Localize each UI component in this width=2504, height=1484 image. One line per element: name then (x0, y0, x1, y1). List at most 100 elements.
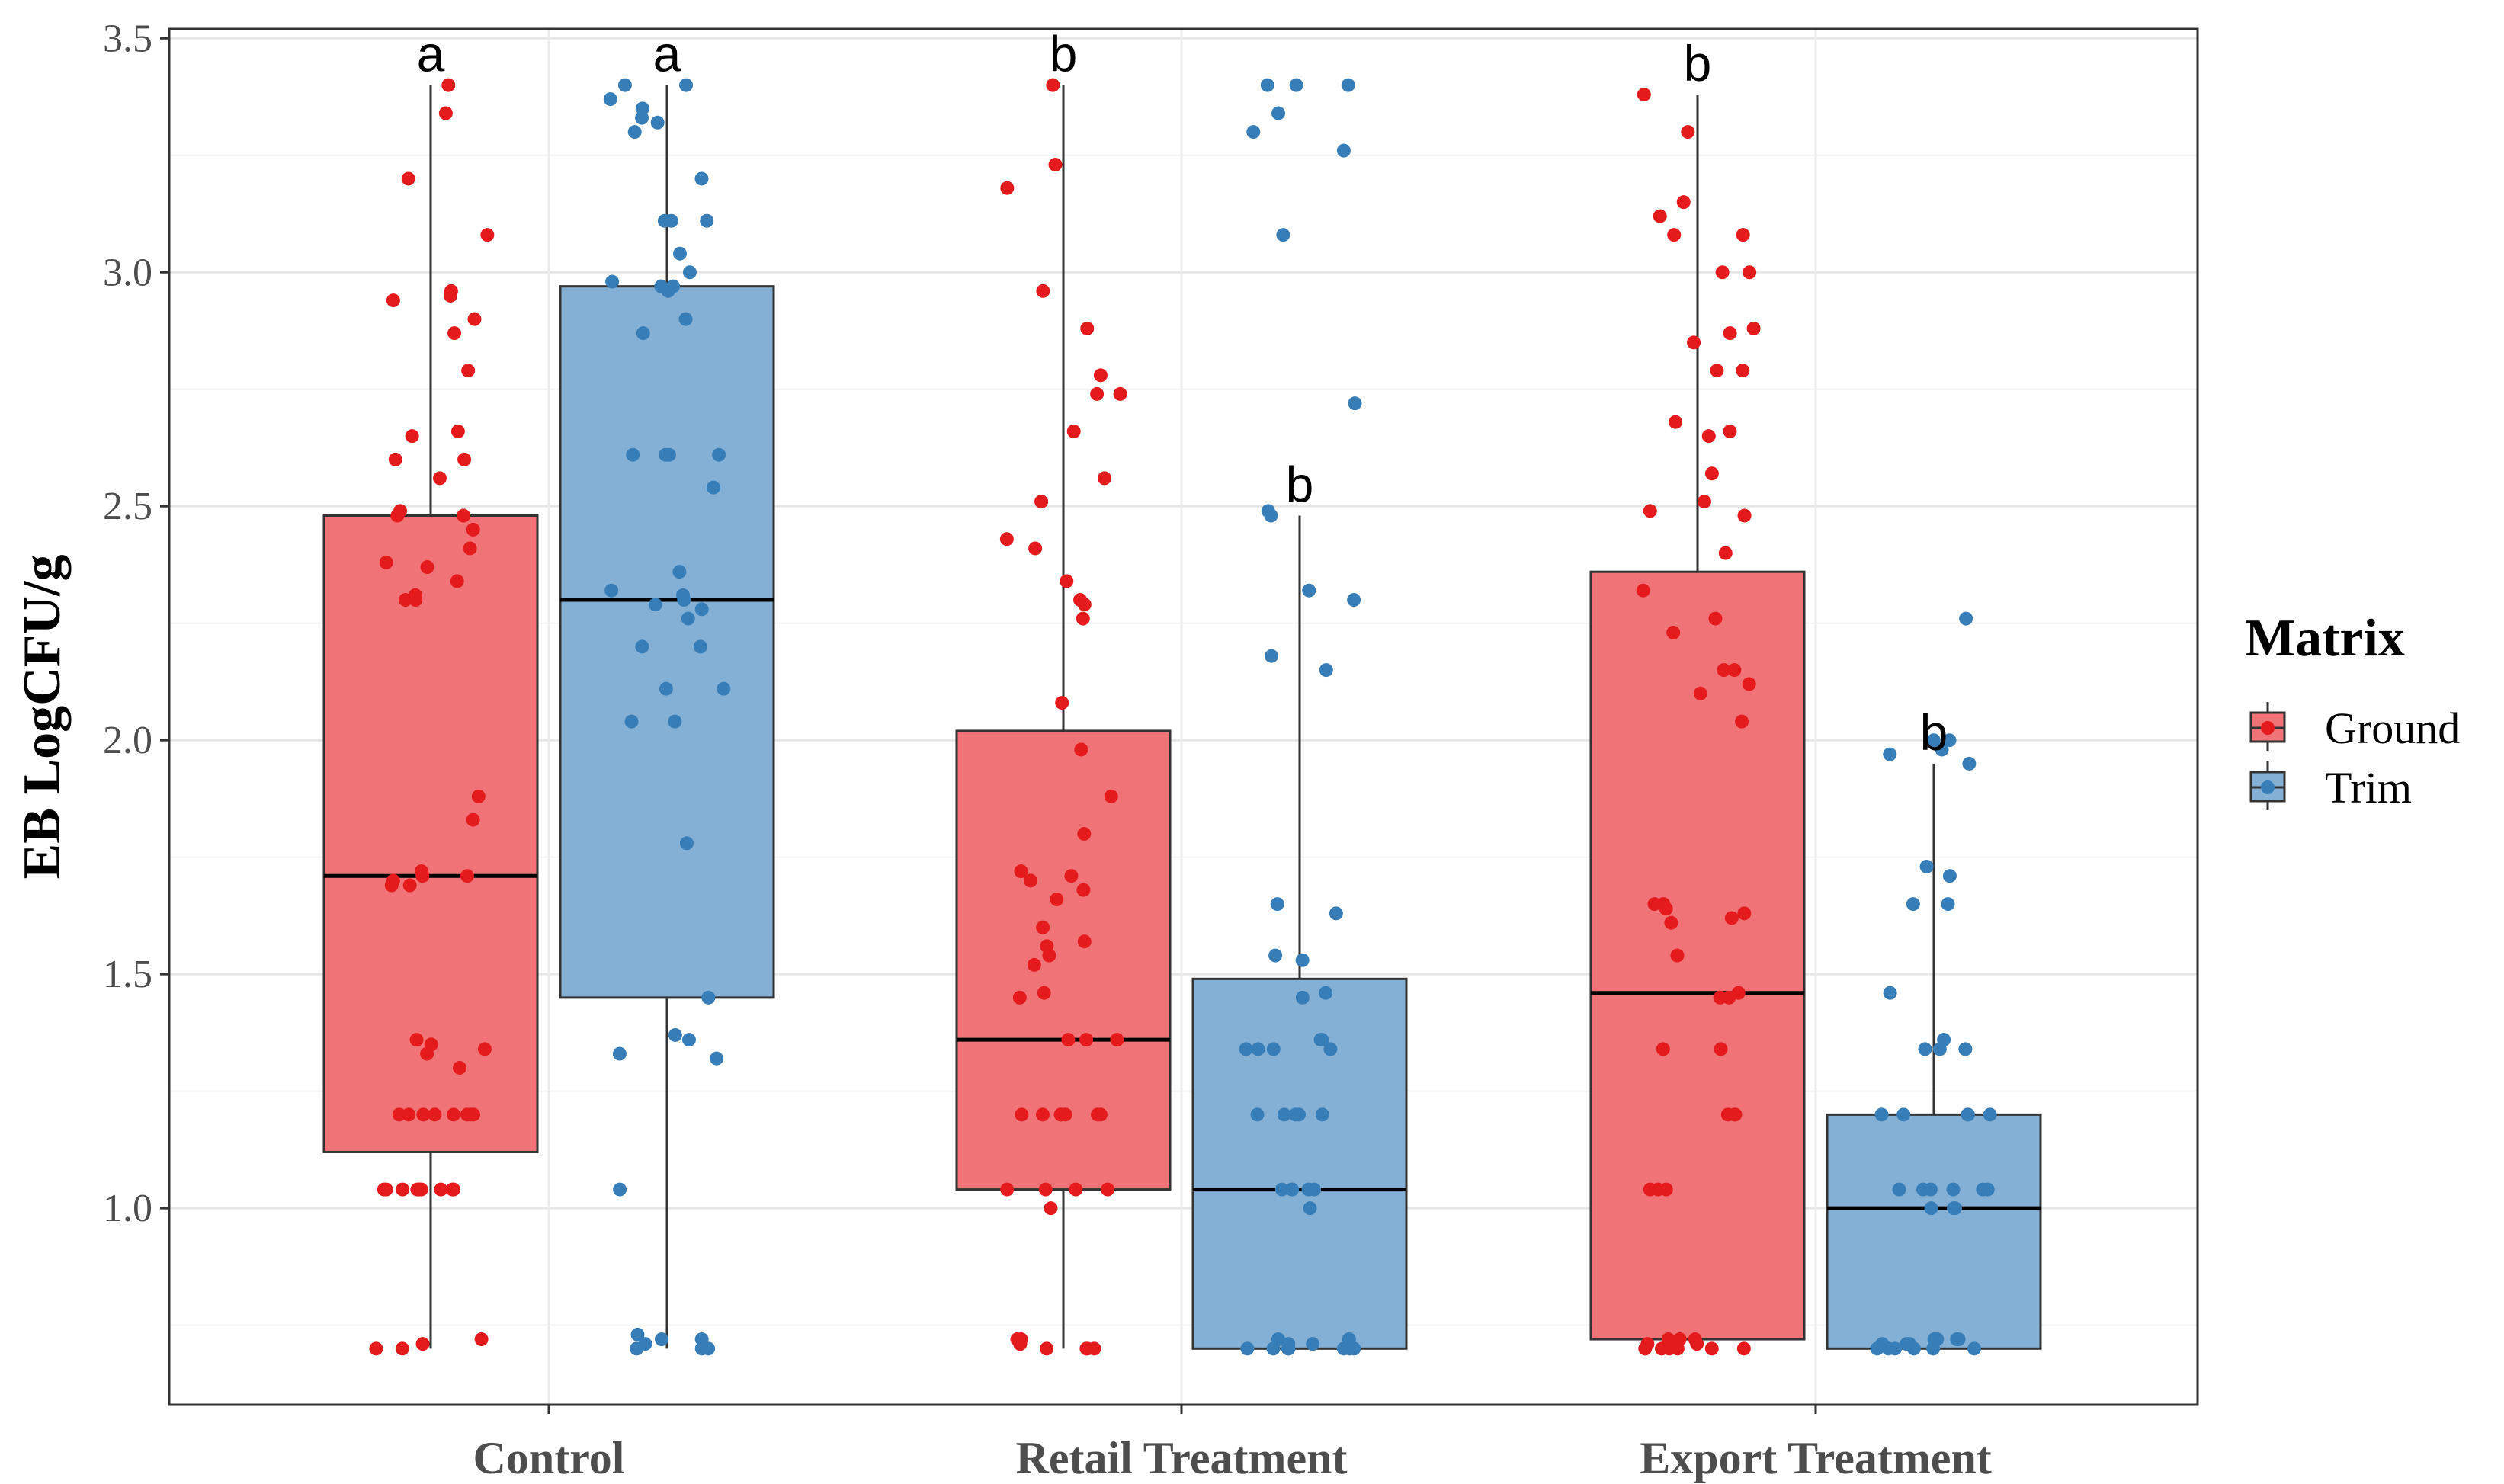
data-point (626, 447, 640, 462)
data-point (1704, 1341, 1719, 1356)
data-point (659, 681, 673, 696)
data-point (1870, 1341, 1884, 1356)
data-point (1028, 541, 1043, 556)
data-point (415, 1337, 430, 1351)
data-point (605, 274, 620, 289)
data-point (679, 836, 694, 851)
data-point (1656, 1042, 1670, 1056)
y-axis-title: EB LogCFU/g (13, 555, 72, 880)
data-point (1302, 583, 1316, 598)
data-point (471, 789, 486, 803)
data-point (1892, 1182, 1906, 1197)
data-point (1069, 1182, 1083, 1197)
data-point (1036, 284, 1050, 298)
data-point (1874, 1107, 1889, 1122)
data-point (405, 429, 419, 444)
data-point (1687, 335, 1701, 350)
box-control-ground (322, 85, 539, 1349)
data-point (1313, 1033, 1328, 1047)
data-point (1701, 429, 1716, 444)
data-point (1266, 1341, 1281, 1356)
data-point (664, 213, 678, 228)
data-point (1959, 611, 1973, 626)
data-point (1942, 869, 1957, 883)
data-point (1306, 1337, 1320, 1351)
data-point (1295, 990, 1310, 1005)
data-point (460, 869, 474, 883)
data-point (1036, 920, 1050, 934)
data-point (1093, 368, 1108, 383)
significance-letter: b (1684, 35, 1712, 91)
data-point (672, 565, 687, 579)
box-retail-treatment-ground (955, 85, 1172, 1349)
data-point (694, 171, 709, 186)
data-point (386, 293, 400, 308)
x-tick-label: Retail Treatment (1016, 1433, 1348, 1483)
data-point (1664, 915, 1678, 930)
data-point (1693, 686, 1707, 700)
data-point (1746, 321, 1761, 335)
data-point (1690, 1337, 1704, 1351)
data-point (635, 639, 649, 654)
data-point (1676, 195, 1691, 210)
data-point (1264, 508, 1278, 523)
data-point (1946, 1182, 1961, 1197)
data-point (1077, 934, 1092, 949)
significance-letter: b (1050, 26, 1078, 82)
data-point (1666, 625, 1681, 639)
data-point (1012, 990, 1027, 1005)
data-point (1681, 125, 1695, 139)
axes: 1.0 1.5 2.0 2.5 3.0 3.5 Control Retail Treatmen… (103, 17, 1992, 1483)
data-point (630, 1327, 645, 1341)
legend-label-trim: Trim (2325, 763, 2412, 813)
data-point (706, 480, 720, 495)
data-point (1323, 1042, 1338, 1056)
data-point (1735, 714, 1749, 729)
data-point (392, 1107, 406, 1122)
data-point (1697, 495, 1711, 509)
grid-lines (169, 29, 2198, 1405)
data-point (1034, 495, 1049, 509)
data-point (1737, 906, 1752, 921)
data-point (1723, 424, 1737, 438)
data-point (1918, 1042, 1932, 1056)
y-tick-label: 2.0 (103, 719, 152, 762)
data-point (603, 92, 617, 107)
data-point (1896, 1107, 1911, 1122)
data-point (636, 326, 650, 341)
data-point (701, 990, 716, 1005)
data-point (1046, 78, 1060, 92)
box-body (1191, 977, 1408, 1350)
data-point (693, 639, 707, 654)
data-point (1066, 424, 1081, 438)
data-point (428, 1107, 442, 1122)
data-point (420, 560, 434, 575)
boxes (322, 85, 2042, 1350)
data-point (1271, 106, 1286, 120)
data-point (1285, 1182, 1300, 1197)
data-point (613, 1182, 627, 1197)
data-point (1079, 1341, 1094, 1356)
data-point (1926, 733, 1941, 748)
data-point (661, 284, 675, 298)
legend-key-point (2261, 721, 2275, 735)
data-point (679, 78, 694, 92)
data-point (710, 1051, 724, 1066)
legend-label-ground: Ground (2325, 704, 2460, 753)
data-point (390, 508, 405, 523)
data-point (672, 246, 687, 261)
data-point (466, 813, 480, 827)
data-point (1643, 1182, 1657, 1197)
data-point (624, 714, 639, 729)
data-point (384, 878, 399, 893)
data-point (434, 1182, 448, 1197)
data-point (1737, 508, 1752, 523)
data-point (379, 555, 393, 569)
data-point (463, 1107, 477, 1122)
data-point (1080, 321, 1095, 335)
data-point (1303, 1201, 1317, 1216)
data-point (1295, 953, 1310, 967)
data-point (443, 288, 457, 303)
data-point (1659, 902, 1673, 916)
data-point (1906, 897, 1920, 912)
